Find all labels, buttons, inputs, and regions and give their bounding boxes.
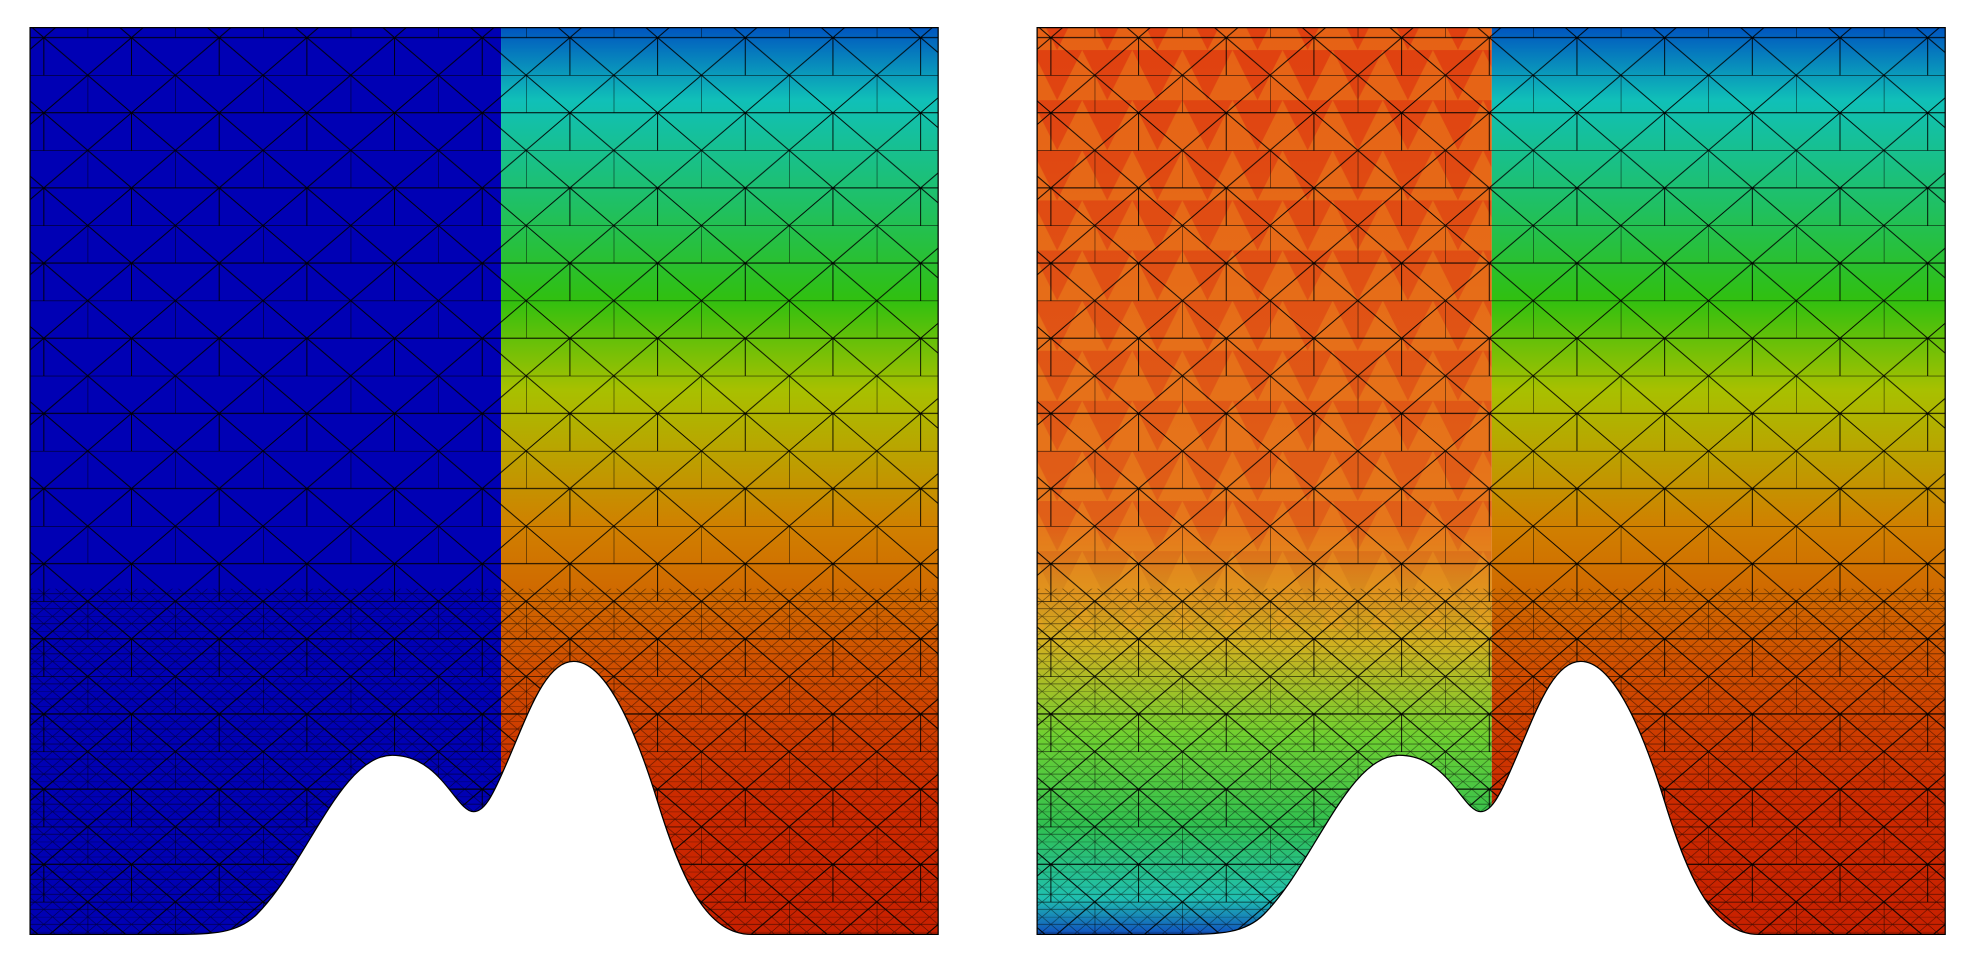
domain-outline	[29, 26, 939, 936]
fine-mesh	[1037, 588, 1946, 935]
fine-mesh	[30, 588, 939, 935]
right-panel	[1036, 26, 1946, 936]
left-panel	[29, 26, 939, 936]
domain-outline	[1036, 26, 1946, 936]
